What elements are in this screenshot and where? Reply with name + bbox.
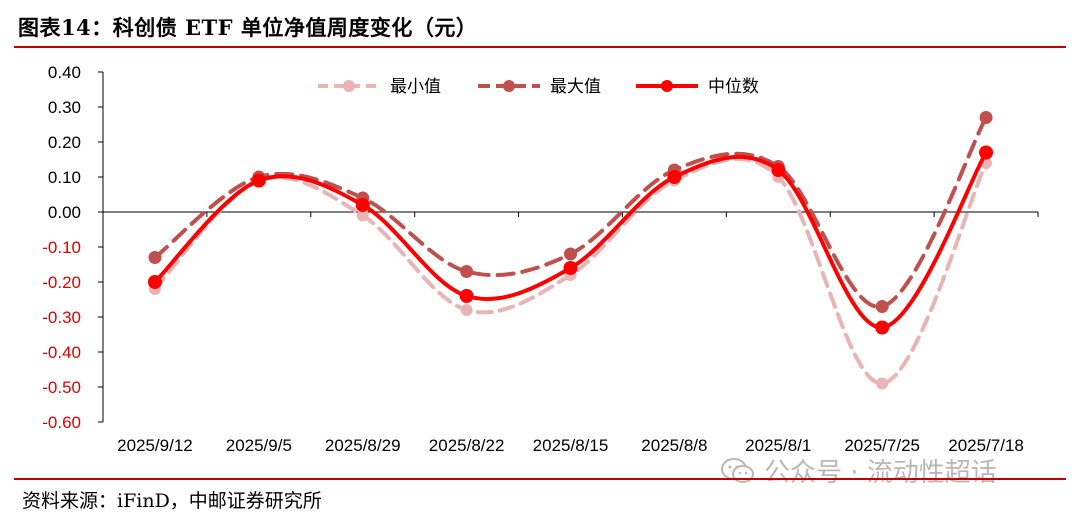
data-point-series-3 xyxy=(355,198,370,212)
y-tick-label: 0.20 xyxy=(48,133,81,152)
data-point-series-2 xyxy=(875,300,889,313)
x-tick-label: 2025/7/18 xyxy=(948,436,1024,455)
x-tick-label: 2025/8/22 xyxy=(429,436,505,455)
y-tick-label: 0.10 xyxy=(48,168,81,187)
legend-swatch-marker xyxy=(343,80,355,92)
y-tick-label: -0.20 xyxy=(42,273,81,292)
legend-label: 最大值 xyxy=(550,77,601,97)
data-point-series-3 xyxy=(251,173,266,188)
data-point-series-1 xyxy=(876,377,889,390)
x-tick-label: 2025/8/1 xyxy=(745,436,811,455)
data-point-series-3 xyxy=(459,289,474,303)
watermark-text: 公众号 · 流动性超话 xyxy=(764,458,997,488)
x-tick-label: 2025/8/15 xyxy=(533,436,609,455)
data-point-series-2 xyxy=(979,111,993,124)
y-tick-label: 0.00 xyxy=(48,203,81,222)
source-note: 资料来源：iFinD，中邮证券研究所 xyxy=(22,490,322,512)
x-tick-label: 2025/9/5 xyxy=(226,436,292,455)
data-point-series-3 xyxy=(147,275,162,289)
data-point-series-1 xyxy=(460,304,473,316)
y-tick-label: -0.30 xyxy=(42,308,81,327)
x-tick-label: 2025/8/29 xyxy=(325,436,401,455)
data-point-series-3 xyxy=(875,320,890,335)
data-point-series-2 xyxy=(564,247,577,261)
y-tick-label: -0.10 xyxy=(42,238,81,257)
data-point-series-2 xyxy=(460,265,474,278)
title-bar: 图表14：科创债 ETF 单位净值周度变化（元） xyxy=(0,0,1080,50)
series-line-3 xyxy=(152,150,989,330)
x-tick-label: 2025/9/12 xyxy=(117,436,193,455)
y-tick-label: -0.60 xyxy=(42,413,81,432)
data-point-series-3 xyxy=(979,145,994,160)
legend-label: 最小值 xyxy=(390,77,441,97)
y-tick-label: 0.30 xyxy=(48,98,81,117)
line-chart: 0.40 0.30 0.20 0.10 0.00 -0.10 -0.20 -0.30 -0.40… xyxy=(42,63,1039,455)
footer-rule xyxy=(14,478,1066,480)
x-tick-label: 2025/8/8 xyxy=(641,436,707,455)
y-tick-label: -0.40 xyxy=(42,343,81,362)
data-point-series-3 xyxy=(667,170,682,184)
y-tick-label: -0.50 xyxy=(42,378,81,397)
legend-label: 中位数 xyxy=(708,77,759,97)
data-point-series-1 xyxy=(356,209,369,222)
chart-title: 图表14：科创债 ETF 单位净值周度变化（元） xyxy=(18,15,478,40)
data-point-series-2 xyxy=(148,251,162,264)
data-point-series-3 xyxy=(771,163,786,177)
title-underline xyxy=(14,46,1066,48)
legend-swatch-marker xyxy=(661,80,673,92)
legend-swatch-marker xyxy=(503,80,515,92)
y-tick-label: 0.40 xyxy=(48,63,81,82)
series-line-2 xyxy=(152,115,989,309)
x-tick-label: 2025/7/25 xyxy=(844,436,920,455)
data-point-series-3 xyxy=(563,261,578,275)
wechat-icon xyxy=(721,457,754,483)
watermark: 公众号 · 流动性超话 xyxy=(720,452,997,489)
